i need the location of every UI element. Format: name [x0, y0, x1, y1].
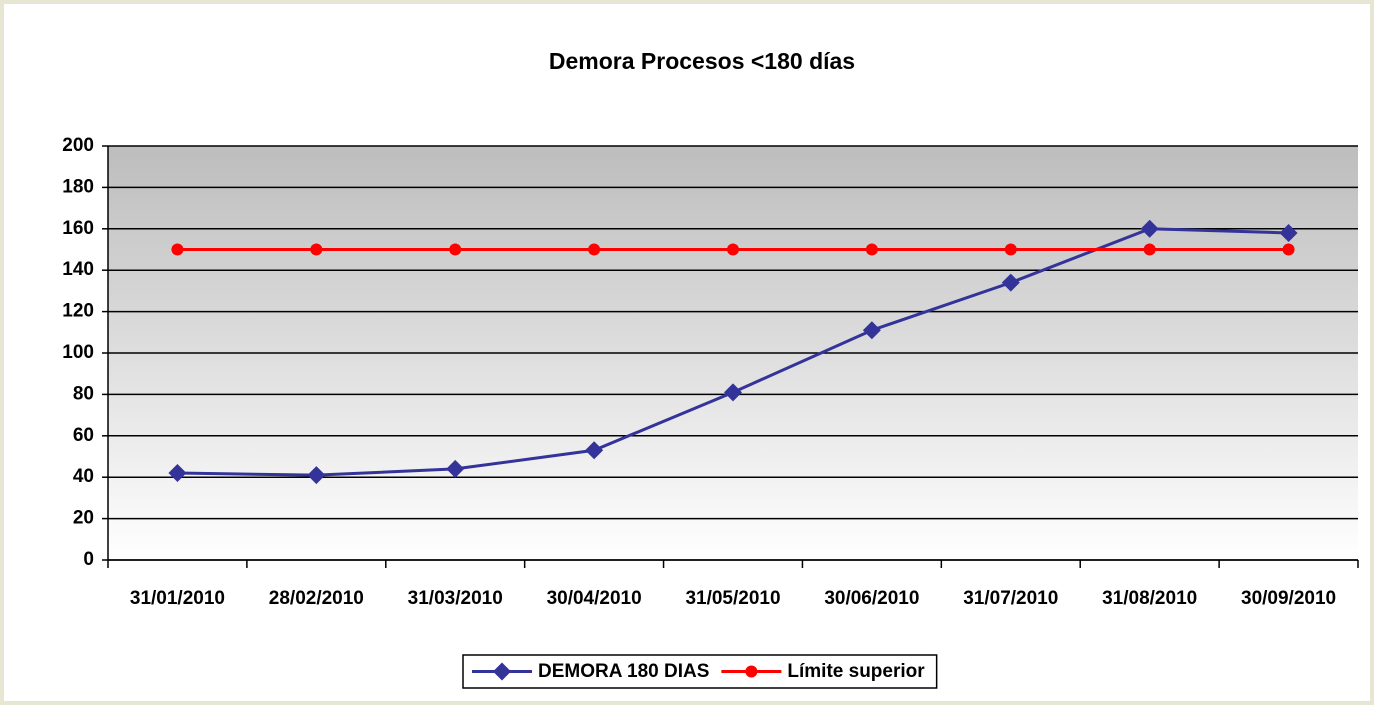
marker: [1282, 243, 1295, 256]
marker: [307, 466, 326, 485]
marker: [1279, 223, 1298, 242]
marker: [745, 665, 758, 678]
legend-label: DEMORA 180 DIAS: [538, 661, 709, 682]
y-tick-label: 100: [62, 342, 94, 363]
x-tick-label: 31/03/2010: [408, 588, 503, 609]
marker: [865, 243, 878, 256]
marker: [493, 662, 511, 681]
y-tick-label: 80: [73, 383, 94, 404]
x-tick-label: 30/09/2010: [1241, 588, 1336, 609]
marker: [588, 243, 601, 256]
y-tick-label: 200: [62, 135, 94, 156]
marker: [1001, 273, 1020, 292]
x-tick-label: 31/01/2010: [130, 588, 225, 609]
y-tick-label: 60: [73, 425, 94, 446]
y-tick-label: 40: [73, 466, 94, 487]
marker: [446, 459, 465, 478]
marker: [862, 321, 881, 340]
y-tick-label: 120: [62, 301, 94, 322]
marker: [171, 243, 184, 256]
marker: [727, 243, 739, 256]
y-tick-label: 180: [62, 176, 94, 197]
marker: [1140, 219, 1159, 238]
x-tick-label: 28/02/2010: [269, 588, 364, 609]
y-tick-label: 140: [62, 259, 94, 280]
marker: [1004, 243, 1017, 256]
marker: [310, 243, 323, 256]
x-tick-label: 31/05/2010: [685, 588, 780, 609]
y-tick-label: 20: [73, 508, 94, 529]
marker: [585, 441, 604, 460]
y-tick-label: 0: [83, 549, 94, 570]
x-tick-label: 30/06/2010: [824, 588, 919, 609]
marker: [1143, 243, 1156, 256]
y-tick-label: 160: [62, 218, 94, 239]
x-tick-label: 30/04/2010: [547, 588, 642, 609]
legend: [462, 654, 938, 689]
marker: [168, 464, 187, 483]
x-tick-label: 31/07/2010: [963, 588, 1058, 609]
marker: [724, 383, 742, 402]
marker: [449, 243, 462, 256]
legend-label: Límite superior: [787, 661, 925, 682]
chart-title: Demora Procesos <180 días: [549, 48, 855, 74]
x-tick-label: 31/08/2010: [1102, 588, 1197, 609]
